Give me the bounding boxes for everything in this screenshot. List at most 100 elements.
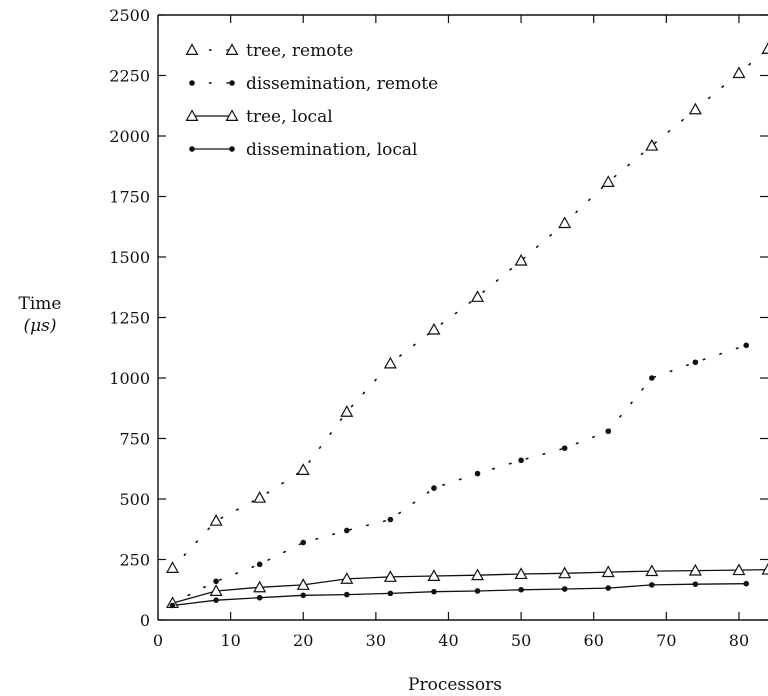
- data-point-series-1: [561, 445, 568, 451]
- legend-marker: [189, 146, 195, 152]
- data-point-series-3: [692, 581, 699, 587]
- data-point-series-1: [431, 485, 437, 491]
- data-point-series-3: [169, 602, 176, 609]
- data-point-series-3: [300, 592, 307, 599]
- legend-label: tree, remote: [246, 41, 353, 61]
- data-point-series-2: [427, 569, 441, 581]
- x-tick-label: 80: [729, 631, 749, 650]
- data-point-series-2: [340, 572, 354, 584]
- series-line-3: [172, 583, 747, 607]
- data-point-series-1: [256, 561, 263, 568]
- legend-label: dissemination, remote: [246, 74, 438, 94]
- data-point-series-1: [474, 470, 481, 477]
- data-point-series-3: [743, 580, 750, 587]
- data-point-series-3: [256, 594, 263, 601]
- data-point-series-3: [387, 590, 394, 597]
- data-point-series-2: [471, 568, 485, 581]
- data-point-series-2: [688, 563, 702, 576]
- x-tick-label: 50: [511, 631, 531, 650]
- data-point-series-0: [732, 66, 746, 79]
- legend: tree, remote dissemination, remote tree, l…: [185, 41, 438, 160]
- data-point-series-1: [649, 375, 655, 381]
- data-point-series-0: [761, 42, 768, 54]
- data-point-series-0: [645, 138, 659, 151]
- y-tick-label: 750: [119, 430, 150, 449]
- data-point-series-3: [344, 591, 350, 598]
- data-point-series-3: [605, 585, 612, 591]
- y-tick-label: 2250: [109, 67, 150, 86]
- legend-label: tree, local: [246, 107, 333, 127]
- legend-marker: [229, 80, 235, 86]
- data-point-series-1: [605, 428, 612, 435]
- x-tick-label: 60: [584, 631, 604, 650]
- data-point-series-0: [209, 514, 223, 526]
- x-tick-label: 10: [220, 631, 240, 650]
- legend-item: tree, remote: [185, 41, 353, 61]
- data-point-series-0: [471, 290, 485, 302]
- series-markers: [166, 42, 768, 609]
- legend-marker: [189, 80, 195, 86]
- data-point-series-0: [558, 216, 572, 229]
- legend-marker: [185, 109, 199, 122]
- data-point-series-2: [732, 563, 746, 576]
- data-point-series-3: [474, 588, 481, 594]
- legend-marker: [185, 43, 199, 56]
- data-point-series-3: [518, 586, 524, 593]
- legend-marker: [225, 43, 239, 56]
- data-point-series-2: [558, 566, 572, 579]
- data-point-series-0: [688, 102, 702, 115]
- y-tick-label: 1500: [109, 248, 150, 267]
- y-tick-label: 2500: [109, 6, 150, 25]
- data-point-series-0: [383, 356, 397, 369]
- data-point-series-0: [514, 253, 528, 266]
- x-axis-title: Processors: [408, 675, 502, 695]
- data-point-series-1: [344, 527, 350, 534]
- x-tick-label: 20: [293, 631, 313, 650]
- data-point-series-0: [340, 405, 354, 417]
- x-tick-label: 30: [366, 631, 386, 650]
- x-tick-label: 70: [656, 631, 676, 650]
- data-point-series-1: [300, 539, 307, 546]
- series-lines: [171, 48, 768, 607]
- y-tick-label: 250: [119, 551, 150, 570]
- data-point-series-3: [213, 597, 219, 603]
- y-tick-label: 1250: [109, 309, 150, 328]
- data-point-series-2: [253, 580, 267, 593]
- y-tick-label: 1750: [109, 188, 150, 207]
- data-point-series-1: [692, 359, 699, 366]
- y-tick-label: 1000: [109, 369, 150, 388]
- legend-item: dissemination, local: [189, 140, 418, 160]
- data-point-series-1: [518, 457, 524, 464]
- y-tick-label: 0: [140, 611, 150, 630]
- data-point-series-2: [514, 567, 528, 580]
- data-point-series-3: [649, 582, 655, 588]
- data-point-series-0: [601, 175, 615, 187]
- data-point-series-1: [387, 516, 394, 523]
- data-point-series-1: [213, 578, 219, 585]
- axes: [157, 14, 768, 621]
- data-point-series-0: [166, 561, 180, 573]
- data-point-series-2: [601, 565, 615, 578]
- data-point-series-2: [383, 570, 397, 582]
- x-tick-label: 40: [438, 631, 458, 650]
- legend-item: dissemination, remote: [189, 74, 438, 94]
- legend-marker: [225, 109, 239, 122]
- data-point-series-2: [761, 562, 768, 575]
- data-point-series-0: [427, 322, 441, 335]
- y-axis-unit: (μs): [23, 316, 56, 336]
- data-point-series-1: [743, 342, 750, 349]
- ticks: 0 250 500 750 1000 1250 1500 1750 2000 2250 2500 0 1…: [109, 6, 768, 650]
- y-tick-label: 500: [119, 490, 150, 509]
- legend-marker: [229, 146, 235, 152]
- data-point-series-0: [253, 491, 267, 503]
- y-tick-label: 2000: [109, 127, 150, 146]
- data-point-series-2: [296, 578, 310, 590]
- data-point-series-0: [296, 463, 310, 475]
- data-point-series-2: [209, 584, 223, 596]
- y-axis-title: Time: [19, 294, 62, 314]
- data-point-series-3: [431, 588, 437, 595]
- data-point-series-3: [561, 586, 568, 592]
- x-tick-label: 0: [153, 631, 163, 650]
- legend-item: tree, local: [185, 107, 333, 127]
- data-point-series-2: [645, 564, 659, 577]
